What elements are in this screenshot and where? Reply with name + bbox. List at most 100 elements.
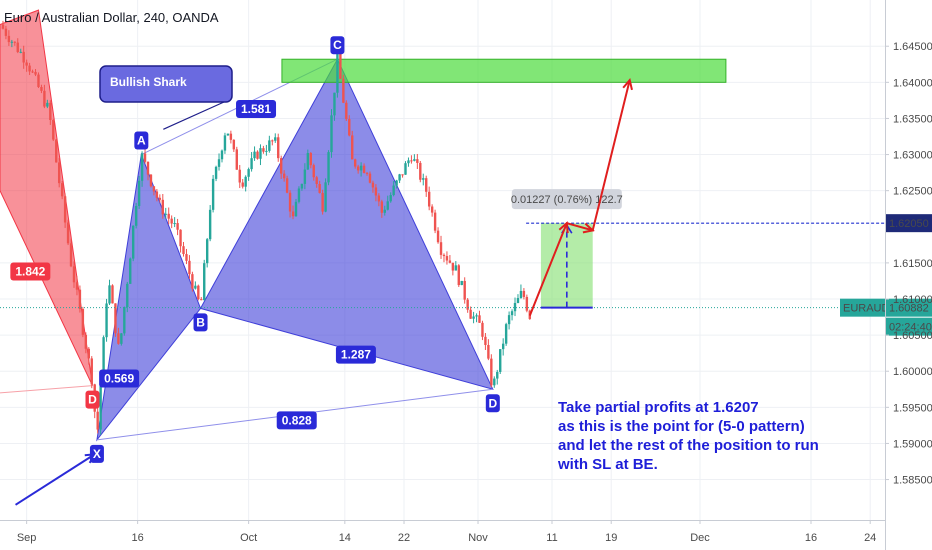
candle-body bbox=[81, 308, 85, 335]
ratio-label: 1.287 bbox=[341, 348, 371, 362]
candle-body bbox=[327, 152, 330, 183]
candle-body bbox=[496, 371, 499, 379]
candle-body bbox=[149, 174, 153, 187]
point-label-b: B bbox=[196, 315, 205, 329]
red-point-label-d-box bbox=[85, 390, 100, 409]
candle-body bbox=[16, 42, 19, 53]
y-tick-label: 1.58500 bbox=[893, 475, 932, 487]
red-ratio-label-box bbox=[10, 262, 51, 281]
candle-body bbox=[365, 172, 369, 174]
candle-body bbox=[235, 149, 238, 170]
candle-body bbox=[78, 289, 82, 309]
y-tick-label: 1.63500 bbox=[893, 113, 932, 125]
candle-body bbox=[330, 115, 333, 153]
annotation-line: and let the rest of the position to run bbox=[558, 437, 819, 454]
candle-body bbox=[22, 51, 25, 63]
price-tag bbox=[885, 298, 932, 317]
x-tick-label: 16 bbox=[132, 532, 144, 544]
ratio-label-box bbox=[276, 411, 317, 430]
candle-body bbox=[31, 71, 34, 73]
candle-body bbox=[114, 303, 117, 334]
candle-body bbox=[158, 197, 162, 200]
candle-body bbox=[333, 92, 336, 116]
target-zone bbox=[281, 58, 727, 83]
candle-body bbox=[398, 174, 401, 181]
candle-body bbox=[137, 180, 141, 206]
candle-body bbox=[425, 178, 428, 192]
callout-pointer bbox=[163, 101, 225, 130]
candle-body bbox=[436, 230, 440, 243]
candle-body bbox=[72, 266, 76, 283]
point-label-d: D bbox=[488, 396, 497, 410]
x-tick-label: Dec bbox=[690, 532, 710, 544]
ratio-label: 0.569 bbox=[104, 371, 134, 385]
candle-body bbox=[99, 386, 102, 430]
candle-body bbox=[277, 137, 280, 159]
candle-body bbox=[312, 165, 315, 178]
shark-triangle-xab bbox=[96, 152, 202, 442]
candle-body bbox=[522, 290, 526, 297]
candle-body bbox=[324, 182, 327, 212]
candle-body bbox=[362, 165, 366, 173]
candle-body bbox=[371, 182, 375, 188]
candle-body bbox=[191, 274, 194, 289]
candle-body bbox=[309, 153, 312, 166]
candle-body bbox=[87, 348, 90, 359]
x-tick-label: 11 bbox=[546, 532, 557, 544]
candle-body bbox=[155, 191, 159, 198]
candle-body bbox=[55, 139, 58, 163]
point-label-a: A bbox=[137, 134, 146, 148]
candle-body bbox=[25, 62, 28, 66]
projection-arrowhead bbox=[622, 78, 633, 91]
candle-body bbox=[131, 225, 135, 259]
candle-body bbox=[463, 280, 466, 300]
candle-body bbox=[173, 223, 176, 225]
candle-body bbox=[197, 285, 200, 300]
candle-body bbox=[7, 35, 11, 43]
candle-body bbox=[211, 178, 215, 210]
candle-body bbox=[469, 309, 472, 319]
x-tick-label: 22 bbox=[398, 532, 410, 544]
candle-body bbox=[383, 209, 386, 213]
candle-body bbox=[176, 223, 179, 230]
candle-body bbox=[268, 140, 271, 151]
candle-body bbox=[487, 344, 490, 359]
point-label-b-box bbox=[193, 313, 208, 332]
annotation-line: Take partial profits at 1.6207 bbox=[558, 399, 759, 416]
candle-body bbox=[433, 212, 437, 231]
measure-label-box bbox=[511, 189, 622, 210]
y-tick-label: 1.61500 bbox=[893, 258, 932, 270]
candle-body bbox=[513, 302, 517, 312]
candle-body bbox=[306, 153, 310, 170]
candle-body bbox=[481, 322, 484, 337]
y-tick-label: 1.64000 bbox=[893, 77, 932, 89]
candle-body bbox=[380, 201, 384, 213]
point-label-c: C bbox=[333, 38, 342, 52]
candle-body bbox=[111, 285, 114, 304]
candle-body bbox=[288, 192, 292, 212]
projection-arrowhead bbox=[558, 221, 569, 234]
candle-body bbox=[46, 102, 49, 107]
candle-body bbox=[232, 139, 236, 150]
candle-body bbox=[102, 337, 105, 387]
candle-body bbox=[422, 178, 425, 180]
candle-body bbox=[229, 133, 233, 140]
candle-body bbox=[339, 52, 342, 79]
candle-body bbox=[120, 333, 123, 344]
candle-body bbox=[294, 201, 298, 217]
candles bbox=[1, 20, 532, 435]
measure-label: 0.01227 (0.76%) 122.7 bbox=[511, 194, 623, 206]
candle-body bbox=[13, 41, 16, 43]
candle-body bbox=[490, 358, 493, 386]
ratio-label-box bbox=[236, 100, 277, 119]
candle-body bbox=[75, 282, 79, 290]
candle-body bbox=[146, 161, 150, 175]
candle-body bbox=[19, 51, 22, 53]
candle-body bbox=[501, 343, 505, 350]
candle-body bbox=[241, 182, 244, 187]
candle-body bbox=[300, 183, 304, 189]
candle-body bbox=[152, 186, 156, 192]
candle-body bbox=[416, 159, 419, 163]
candle-body bbox=[271, 140, 274, 142]
candle-body bbox=[250, 158, 253, 170]
